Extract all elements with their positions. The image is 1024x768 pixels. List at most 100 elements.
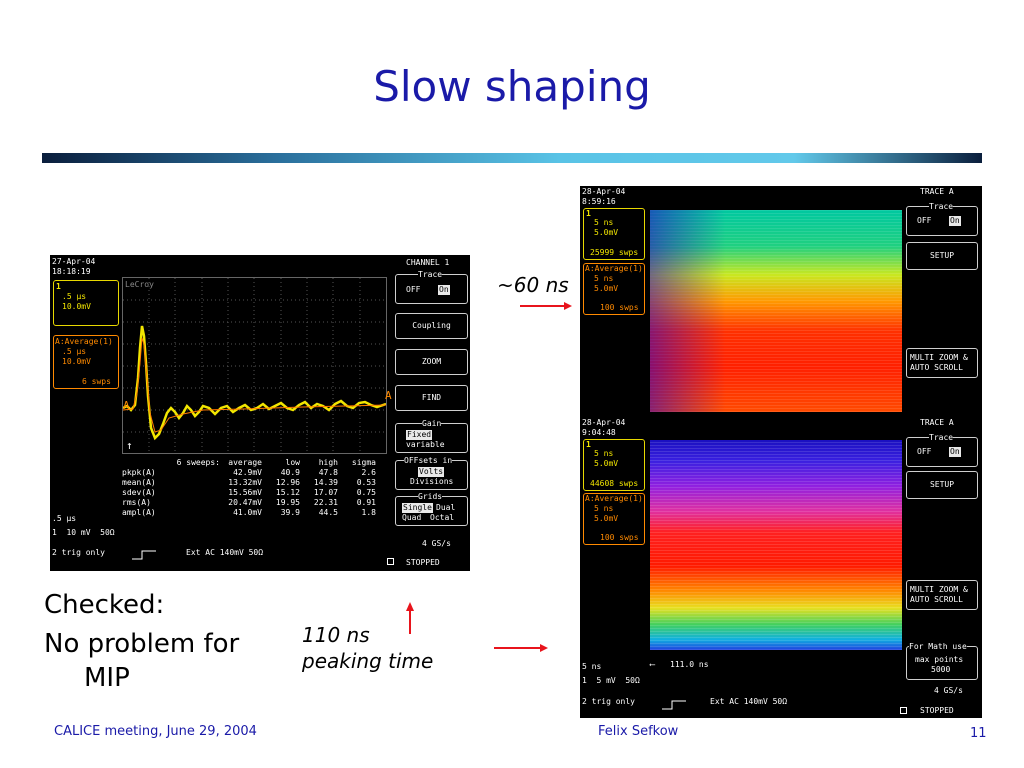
multi-zoom-button-top[interactable]: MULTI ZOOM & AUTO SCROLL [906, 348, 978, 378]
channel-1-volts-top: 5.0mV [594, 228, 619, 237]
average-trace-marker-right: A [385, 389, 392, 402]
measurement-value: 0.75 [356, 488, 376, 497]
trace-label: Trace [418, 270, 443, 280]
trace-on-option[interactable]: On [438, 285, 450, 295]
gain-toggle[interactable]: Gain Fixed variable [395, 419, 468, 453]
channel-1-sweeps-bottom: 44608 swps [590, 479, 639, 488]
bullet-no-problem: No problem for [44, 629, 240, 659]
average-volts-bottom: 5.0mV [594, 514, 619, 523]
channel-1-box-top: 1 5 ns 5.0mV 25999 swps [583, 208, 645, 260]
average-sweeps-top: 100 swps [600, 303, 639, 312]
timebase-readout-right: 5 ns [582, 662, 602, 671]
average-trace-marker: A [123, 399, 130, 412]
measurement-value: 17.07 [313, 488, 338, 497]
measurement-value: 1.8 [361, 508, 376, 517]
channel-1-timebase-bottom: 5 ns [594, 449, 614, 458]
setup-button-bottom[interactable]: SETUP [906, 471, 978, 499]
trace-toggle[interactable]: Trace OFF On [395, 270, 468, 304]
channel-1-marker-bottom: 1 [586, 440, 591, 449]
measurement-value: 39.9 [280, 508, 300, 517]
gain-fixed-option[interactable]: Fixed [406, 430, 433, 440]
measurement-header-cell: 6 sweeps: [176, 458, 220, 467]
measurement-row: ampl(A) 41.0mV 39.9 44.5 1.8 [122, 508, 385, 518]
gain-label: Gain [422, 419, 442, 429]
channel-1-label: 1 [56, 282, 61, 291]
coupling-button[interactable]: Coupling [395, 313, 468, 339]
average-box-top: A:Average(1) 5 ns 5.0mV 100 swps [583, 263, 645, 315]
measurement-value: 0.91 [356, 498, 376, 507]
channel-1-sweeps-top: 25999 swps [590, 248, 639, 257]
measurement-table: 6 sweeps: average low high sigma pkpk(A)… [122, 458, 385, 518]
timebase-readout: .5 µs [52, 514, 77, 523]
measurement-name: mean(A) [122, 478, 156, 487]
trace-on-top[interactable]: On [949, 216, 961, 226]
measurement-name: rms(A) [122, 498, 151, 507]
persistence-map-top [650, 210, 902, 412]
trace-on-bottom[interactable]: On [949, 447, 961, 457]
multi-zoom-button-bottom[interactable]: MULTI ZOOM & AUTO SCROLL [906, 580, 978, 610]
measurement-value: 15.12 [275, 488, 300, 497]
trace-toggle-top[interactable]: Trace OFF On [906, 202, 978, 236]
average-label-top: A:Average(1) [585, 264, 643, 273]
measurement-name: ampl(A) [122, 508, 156, 517]
channel-1-volts: 10.0mV [62, 302, 91, 311]
annotation-110ns-line-1: 110 ns [302, 623, 370, 647]
waveform-plot [123, 278, 386, 453]
measurement-value: 22.31 [313, 498, 338, 507]
footer-event: CALICE meeting, June 29, 2004 [54, 724, 257, 739]
channel-1-box: 1 .5 µs 10.0mV [53, 280, 119, 326]
cursor-arrow-icon: ⟵ [650, 660, 655, 669]
arrow-right-icon [520, 296, 572, 316]
annotation-110ns: 110 ns peaking time [302, 622, 433, 674]
grids-toggle[interactable]: Grids Single Dual Quad Octal [395, 492, 468, 526]
grids-dual-option[interactable]: Dual [436, 503, 456, 512]
trace-label-bottom: Trace [929, 433, 954, 443]
footer-author: Felix Sefkow [598, 724, 679, 739]
trace-menu-header-top: TRACE A [920, 187, 954, 196]
measurement-row: mean(A) 13.32mV 12.96 14.39 0.53 [122, 478, 385, 488]
grids-single-option[interactable]: Single [402, 503, 433, 513]
gain-variable-option[interactable]: variable [406, 440, 445, 449]
offsets-label: OFFsets in [404, 456, 453, 466]
title-divider [42, 153, 982, 163]
setup-button-top[interactable]: SETUP [906, 242, 978, 270]
trace-off-bottom[interactable]: OFF [917, 447, 932, 456]
sample-rate-right: 4 GS/s [934, 686, 963, 695]
annotation-60ns: ~60 ns [497, 273, 569, 297]
average-timebase-top: 5 ns [594, 274, 614, 283]
offsets-toggle[interactable]: OFFsets in Volts Divisions [395, 456, 468, 490]
trace-toggle-bottom[interactable]: Trace OFF On [906, 433, 978, 467]
channel-1-marker-top: 1 [586, 209, 591, 218]
measurement-header: 6 sweeps: average low high sigma [122, 458, 385, 468]
measurement-value: 41.0mV [233, 508, 262, 517]
sample-rate: 4 GS/s [422, 539, 451, 548]
math-line-1: For Math use [909, 642, 967, 652]
scope-time-bottom: 9:04:48 [582, 428, 616, 437]
measurement-value: 20.47mV [228, 498, 262, 507]
find-button[interactable]: FIND [395, 385, 468, 411]
zoom-button[interactable]: ZOOM [395, 349, 468, 375]
annotation-110ns-line-2: peaking time [302, 649, 434, 673]
offsets-divisions-option[interactable]: Divisions [410, 477, 454, 486]
measurement-row: rms(A) 20.47mV 19.95 22.31 0.91 [122, 498, 385, 508]
multi-zoom-line-1: MULTI ZOOM & [910, 585, 968, 594]
math-line-2: max points [915, 655, 964, 664]
trace-menu-header-bottom: TRACE A [920, 418, 954, 427]
math-points-box[interactable]: For Math use max points 5000 [906, 642, 978, 680]
offsets-volts-option[interactable]: Volts [418, 467, 445, 477]
average-timebase-bottom: 5 ns [594, 504, 614, 513]
measurement-header-cell: high [318, 458, 338, 467]
channel-1-volts-bottom: 5.0mV [594, 459, 619, 468]
grids-quad-option[interactable]: Quad [402, 513, 422, 522]
scope-time: 18:18:19 [52, 267, 91, 276]
bullet-mip: MIP [84, 663, 130, 693]
grids-octal-option[interactable]: Octal [430, 513, 455, 522]
trace-off-option[interactable]: OFF [406, 285, 421, 294]
measurement-header-cell: sigma [351, 458, 376, 467]
average-volts-top: 5.0mV [594, 284, 619, 293]
acquisition-status: STOPPED [406, 558, 440, 567]
scope-date: 27-Apr-04 [52, 257, 96, 266]
trace-off-top[interactable]: OFF [917, 216, 932, 225]
measurement-value: 2.6 [361, 468, 376, 477]
scope-date-top: 28-Apr-04 [582, 187, 626, 196]
